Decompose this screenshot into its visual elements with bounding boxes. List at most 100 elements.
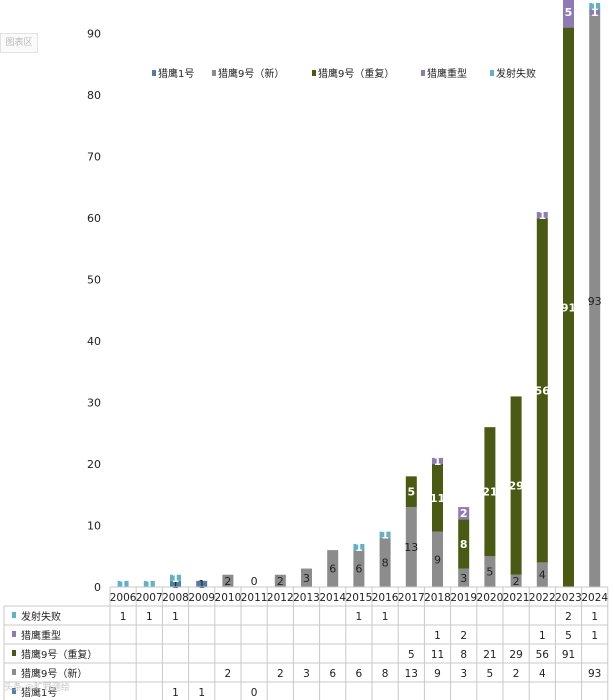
legend-swatch: [312, 70, 316, 76]
table-cell-value: 21: [483, 649, 496, 661]
y-tick-label: 30: [87, 397, 101, 410]
data-label: 1: [591, 0, 599, 13]
data-label: 1: [591, 6, 599, 19]
y-tick-label: 80: [87, 89, 101, 102]
table-cell-value: 1: [591, 611, 598, 623]
data-label: 8: [460, 538, 468, 551]
bar-segment: [536, 562, 548, 587]
bar-segment: [432, 457, 443, 465]
data-label: 3: [303, 572, 310, 585]
y-tick-label: 50: [87, 274, 101, 287]
data-label: 93: [588, 295, 602, 308]
data-label: 2: [224, 575, 231, 588]
x-tick-label: 2019: [450, 592, 477, 604]
data-label: 1: [538, 209, 546, 222]
bar-segment: [484, 556, 496, 587]
x-tick-label: 2006: [110, 592, 137, 604]
bar-segment: [379, 537, 391, 587]
bar-segment: [222, 574, 234, 587]
table-cell-value: 91: [562, 649, 575, 661]
bar-segment: [536, 212, 548, 219]
bar-segment: [405, 476, 417, 508]
legend-label: 猎鹰1号: [158, 67, 194, 80]
table-cell-value: 8: [460, 649, 467, 661]
table-cell-value: 56: [536, 649, 550, 661]
legend-label: 猎鹰9号（重复）: [318, 67, 394, 80]
bar-segment: [353, 550, 365, 587]
table-cell-value: 93: [588, 668, 601, 680]
bar-segment: [458, 507, 470, 520]
table-row-label: 猎鹰9号（新）: [21, 667, 87, 680]
table-cell-value: 2: [277, 668, 284, 680]
table-cell-value: 1: [146, 611, 153, 623]
table-cell-value: 1: [382, 611, 389, 623]
bar-segment: [405, 507, 417, 587]
table-cell-value: 8: [382, 668, 389, 680]
table-cell-value: 4: [539, 668, 546, 680]
table-cell-value: 3: [303, 668, 310, 680]
table-legend-key: [12, 669, 16, 675]
table-cell-value: 9: [434, 668, 441, 680]
legend-swatch: [421, 70, 425, 76]
x-tick-label: 2015: [346, 592, 373, 604]
bar-segment: [301, 568, 312, 587]
watermark: 头条 @旷野测绘: [4, 683, 70, 693]
data-label: 2: [460, 507, 468, 520]
table-row-label: 猎鹰1号: [21, 686, 57, 699]
bar-segment: [117, 580, 129, 587]
x-tick-label: 2016: [372, 592, 399, 604]
table-cell-value: 1: [120, 611, 127, 623]
bar-segment: [274, 574, 286, 587]
chart-area-tab[interactable]: 图表区: [0, 33, 38, 53]
table-cell-value: 2: [513, 668, 520, 680]
legend-swatch: [152, 70, 156, 76]
data-label: 3: [460, 572, 467, 585]
y-tick-label: 10: [87, 520, 101, 533]
table-cell-value: 2: [565, 611, 572, 623]
bar-segment: [327, 550, 339, 587]
data-label: 5: [407, 486, 415, 499]
bar-segment: [484, 427, 496, 557]
data-label: 2: [513, 575, 520, 588]
table-row-label: 猎鹰重型: [21, 629, 61, 642]
data-label: 6: [355, 563, 362, 576]
bar-segment: [143, 580, 155, 587]
x-tick-label: 2014: [319, 592, 346, 604]
table-cell-value: 5: [408, 649, 415, 661]
y-tick-label: 70: [87, 151, 101, 164]
table-cell-value: 11: [431, 649, 444, 661]
data-label: 21: [482, 486, 497, 499]
legend-label: 猎鹰9号（新）: [218, 67, 284, 80]
bar-segment: [458, 519, 470, 569]
table-cell-value: 5: [487, 668, 494, 680]
data-label: 29: [508, 480, 523, 493]
data-label: 2: [277, 575, 284, 588]
table-cell-value: 0: [251, 687, 258, 699]
data-label: 1: [172, 578, 179, 591]
data-label: 1: [381, 529, 389, 542]
y-tick-label: 0: [94, 581, 101, 594]
table-cell-value: 1: [172, 687, 179, 699]
bar-segment: [170, 580, 181, 587]
bar-segment: [196, 580, 208, 587]
bar-segment: [432, 464, 443, 532]
bar-segment: [353, 543, 365, 551]
x-tick-label: 2020: [477, 592, 504, 604]
table-cell-value: 13: [405, 668, 418, 680]
data-label: 56: [535, 384, 551, 397]
data-label: 4: [539, 569, 546, 582]
data-label: 8: [382, 556, 389, 569]
y-tick-label: 60: [87, 212, 101, 225]
x-tick-label: 2010: [215, 592, 242, 604]
data-label: 5: [565, 6, 573, 19]
table-cell-value: 1: [198, 687, 205, 699]
table-cell-value: 5: [565, 630, 572, 642]
x-tick-label: 2018: [424, 592, 451, 604]
table-row-label: 发射失败: [21, 610, 61, 623]
bar-segment: [563, 27, 574, 587]
bar-segment: [379, 531, 391, 538]
y-tick-label: 90: [87, 28, 101, 41]
table-cell-value: 1: [539, 630, 546, 642]
table-cell-value: 1: [591, 630, 598, 642]
data-label: 13: [404, 541, 418, 554]
